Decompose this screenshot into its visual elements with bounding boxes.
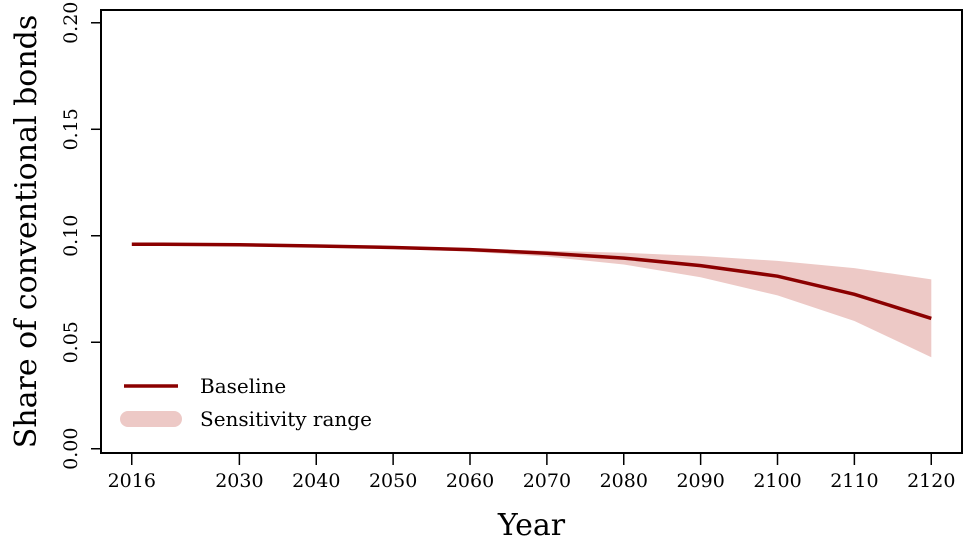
y-tick-label: 0.05 <box>60 321 82 363</box>
x-tick-label: 2016 <box>108 470 156 492</box>
x-tick-label: 2060 <box>446 470 494 492</box>
legend-band-label: Sensitivity range <box>200 407 372 431</box>
x-tick-label: 2110 <box>830 470 878 492</box>
x-tick-label: 2030 <box>215 470 263 492</box>
y-tick-label: 0.00 <box>60 428 82 470</box>
legend-baseline-label: Baseline <box>200 374 286 398</box>
x-tick-label: 2040 <box>292 470 340 492</box>
legend: Baseline Sensitivity range <box>120 374 372 431</box>
x-tick-label: 2100 <box>753 470 801 492</box>
x-axis: 2016 2030 2040 2050 2060 2070 2080 2090 2100 2110… <box>108 453 955 492</box>
baseline-line <box>131 242 932 321</box>
axes: 2016 2030 2040 2050 2060 2070 2080 2090 2100 2110… <box>60 2 963 492</box>
y-tick-label: 0.20 <box>60 2 82 44</box>
x-tick-label: 2080 <box>600 470 648 492</box>
y-axis: 0.00 0.05 0.10 0.15 0.20 <box>60 2 101 470</box>
x-axis-title: Year <box>497 508 566 543</box>
x-tick-label: 2070 <box>523 470 571 492</box>
sensitivity-band <box>131 244 932 358</box>
y-tick-label: 0.15 <box>60 108 82 150</box>
y-tick-label: 0.10 <box>60 215 82 257</box>
x-tick-label: 2120 <box>907 470 955 492</box>
x-tick-label: 2090 <box>676 470 724 492</box>
plot-frame <box>100 9 963 454</box>
x-tick-label: 2050 <box>369 470 417 492</box>
y-axis-title: Share of conventional bonds <box>9 15 44 449</box>
plot-area <box>131 242 932 358</box>
